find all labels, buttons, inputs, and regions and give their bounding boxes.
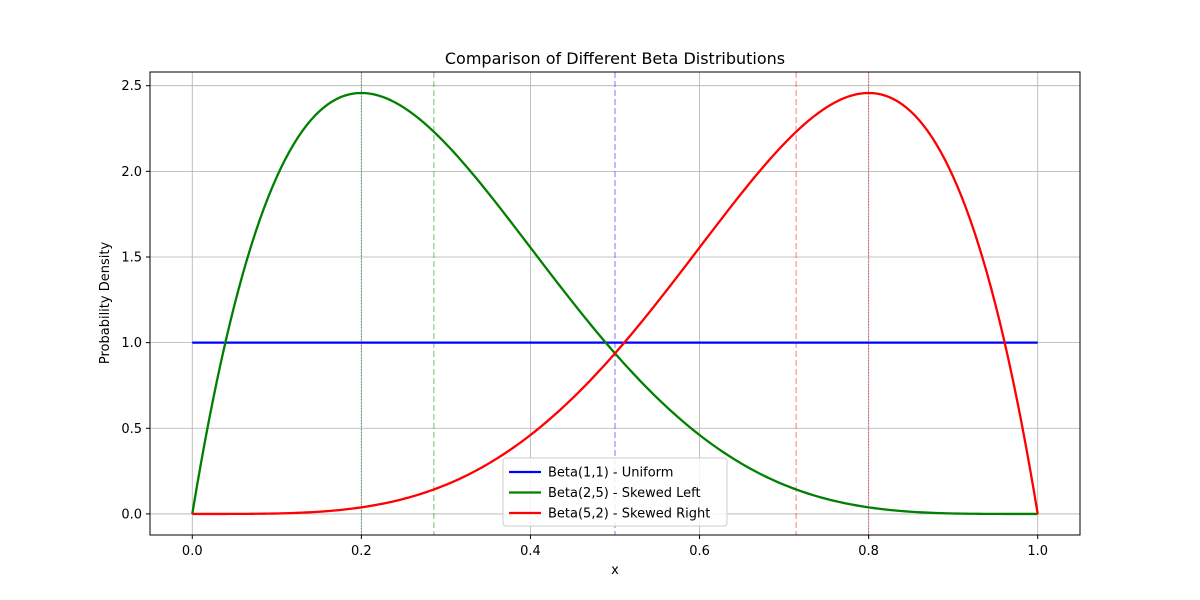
x-tick-label: 0.6 — [689, 544, 710, 559]
series-line-2 — [192, 91, 1039, 516]
x-tick-label: 0.8 — [858, 544, 879, 559]
x-tick-label: 0.4 — [520, 544, 541, 559]
curves — [191, 91, 1039, 516]
legend-box — [502, 457, 728, 527]
y-tick-label: 2.0 — [121, 165, 142, 180]
x-axis-label: x — [611, 563, 619, 578]
reference-lines — [360, 72, 870, 535]
plot-frame — [149, 71, 1081, 536]
y-axis-ticks: 0.0 0.5 1.0 1.5 2.0 2.5 — [121, 79, 150, 522]
x-tick-label: 0.2 — [351, 544, 372, 559]
y-tick-label: 1.5 — [121, 250, 142, 265]
y-axis-label: Probability Density — [98, 242, 113, 365]
legend-label: Beta(1,1) - Uniform — [548, 466, 673, 481]
y-tick-label: 0.5 — [121, 422, 142, 437]
legend-label: Beta(2,5) - Skewed Left — [548, 486, 701, 501]
y-tick-label: 0.0 — [121, 507, 142, 522]
chart-title: Comparison of Different Beta Distributio… — [445, 49, 785, 68]
x-tick-label: 0.0 — [182, 544, 203, 559]
y-tick-label: 1.0 — [121, 336, 142, 351]
legend-label: Beta(5,2) - Skewed Right — [548, 507, 710, 522]
x-tick-label: 1.0 — [1027, 544, 1048, 559]
y-tick-label: 2.5 — [121, 79, 142, 94]
legend: Beta(1,1) - Uniform Beta(2,5) - Skewed Le… — [502, 457, 728, 527]
x-axis-ticks: 0.0 0.2 0.4 0.6 0.8 1.0 — [182, 535, 1048, 559]
